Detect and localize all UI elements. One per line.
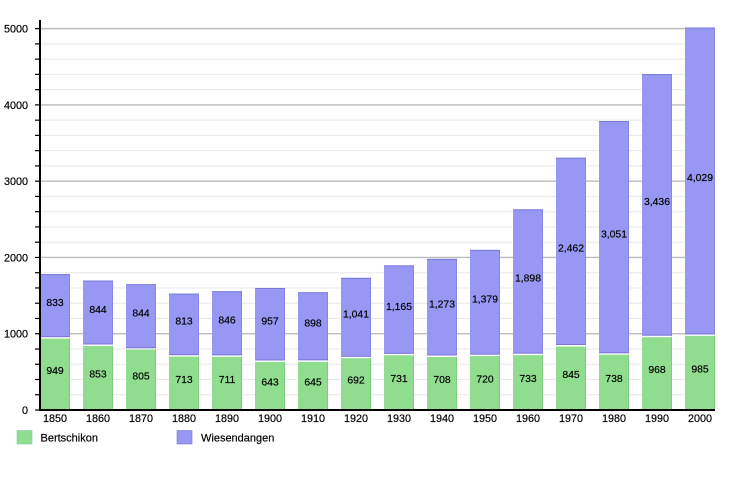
svg-text:1940: 1940 [430, 413, 454, 425]
svg-text:3000: 3000 [4, 176, 28, 188]
svg-text:1950: 1950 [473, 413, 497, 425]
svg-text:711: 711 [219, 375, 236, 386]
svg-text:643: 643 [261, 377, 279, 388]
svg-text:1,898: 1,898 [515, 274, 541, 285]
svg-text:4000: 4000 [4, 100, 28, 112]
svg-text:713: 713 [175, 375, 193, 386]
svg-text:949: 949 [46, 366, 64, 377]
svg-text:1,041: 1,041 [343, 310, 369, 321]
svg-text:1970: 1970 [559, 413, 583, 425]
svg-text:1860: 1860 [86, 413, 110, 425]
svg-text:845: 845 [562, 370, 580, 381]
svg-text:3,436: 3,436 [644, 197, 670, 208]
svg-text:1000: 1000 [4, 329, 28, 341]
svg-text:0: 0 [22, 405, 28, 417]
svg-text:1,379: 1,379 [472, 294, 498, 305]
svg-text:720: 720 [476, 375, 494, 386]
svg-text:3,051: 3,051 [601, 229, 627, 240]
svg-text:846: 846 [218, 316, 236, 327]
svg-text:2000: 2000 [688, 413, 712, 425]
svg-text:813: 813 [175, 317, 193, 328]
svg-text:738: 738 [605, 374, 623, 385]
svg-text:957: 957 [261, 316, 279, 327]
svg-text:1,273: 1,273 [429, 299, 455, 310]
svg-text:2000: 2000 [4, 252, 28, 264]
svg-text:Bertschikon: Bertschikon [41, 432, 98, 444]
svg-text:692: 692 [347, 376, 365, 387]
svg-text:Wiesendangen: Wiesendangen [201, 432, 274, 444]
svg-text:1890: 1890 [215, 413, 239, 425]
svg-text:4,029: 4,029 [687, 173, 713, 184]
svg-text:1850: 1850 [43, 413, 67, 425]
svg-text:1960: 1960 [516, 413, 540, 425]
svg-text:853: 853 [89, 369, 107, 380]
svg-text:1900: 1900 [258, 413, 282, 425]
svg-text:844: 844 [132, 308, 150, 319]
svg-text:1880: 1880 [172, 413, 196, 425]
svg-text:805: 805 [132, 371, 150, 382]
svg-text:1930: 1930 [387, 413, 411, 425]
svg-text:2,462: 2,462 [558, 244, 584, 255]
svg-text:1870: 1870 [129, 413, 153, 425]
svg-text:1920: 1920 [344, 413, 368, 425]
svg-text:1,165: 1,165 [386, 302, 412, 313]
svg-text:1910: 1910 [301, 413, 325, 425]
svg-text:844: 844 [89, 305, 107, 316]
svg-text:708: 708 [433, 375, 451, 386]
svg-text:733: 733 [519, 374, 537, 385]
svg-text:645: 645 [304, 377, 322, 388]
svg-text:985: 985 [691, 364, 709, 375]
svg-text:833: 833 [46, 298, 64, 309]
svg-text:1990: 1990 [645, 413, 669, 425]
svg-text:1980: 1980 [602, 413, 626, 425]
svg-text:968: 968 [648, 365, 666, 376]
svg-text:731: 731 [390, 374, 408, 385]
svg-text:5000: 5000 [4, 24, 28, 36]
svg-text:898: 898 [304, 319, 322, 330]
